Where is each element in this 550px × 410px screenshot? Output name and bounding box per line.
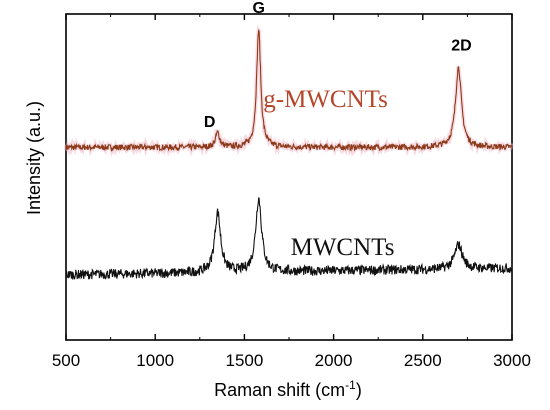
x-axis-title-superscript: -1: [345, 378, 356, 392]
series-line-g-mwcnts: [65, 28, 513, 153]
x-axis-title-main: Raman shift (cm: [214, 380, 345, 400]
x-tick-label-1000: 1000: [136, 351, 174, 370]
x-tick-label-3000: 3000: [493, 351, 531, 370]
plot-frame: [65, 13, 513, 341]
y-axis-title: Intensity (a.u.): [24, 101, 44, 215]
series-label-g-mwcnts: g-MWCNTs: [263, 86, 388, 113]
series-label-mwcnts: MWCNTs: [291, 234, 395, 261]
peak-label-d: D: [204, 114, 216, 131]
x-tick-label-2000: 2000: [315, 351, 353, 370]
x-tick-label-500: 500: [52, 351, 80, 370]
x-axis-title-end: ): [356, 380, 362, 400]
peak-label-g: G: [252, 0, 264, 17]
series-line-mwcnts: [65, 197, 513, 280]
x-tick-label-1500: 1500: [225, 351, 263, 370]
x-axis-title: Raman shift (cm-1): [214, 378, 362, 400]
x-tick-label-2500: 2500: [404, 351, 442, 370]
peak-label-2d: 2D: [451, 37, 471, 54]
